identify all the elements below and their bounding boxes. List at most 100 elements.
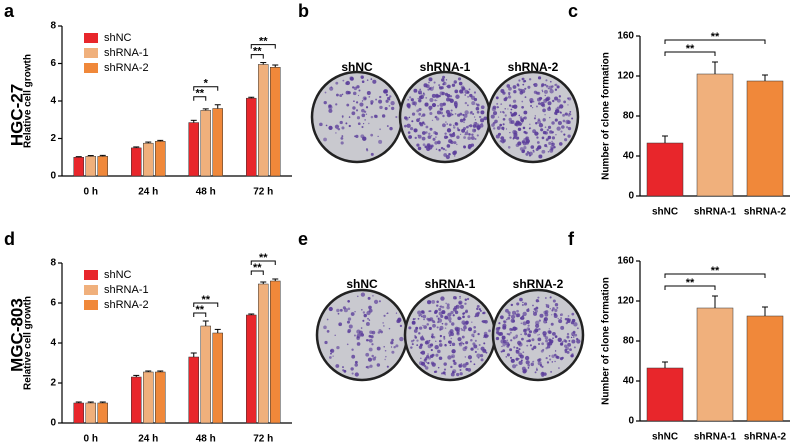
colony (443, 362, 447, 366)
colony (379, 128, 381, 131)
significance-label: ** (259, 252, 268, 264)
colony (422, 324, 424, 327)
colony (319, 122, 323, 127)
colony (413, 128, 418, 133)
colony (512, 336, 516, 340)
bar (746, 80, 784, 197)
error-bar (260, 62, 267, 65)
colony (517, 127, 522, 132)
y-tick-label: 0 (628, 191, 634, 202)
colony (469, 360, 472, 363)
colony (454, 81, 457, 84)
colony (399, 336, 404, 342)
colony (522, 351, 525, 354)
colony (414, 336, 418, 339)
colony (495, 96, 499, 100)
bar (143, 371, 154, 424)
colony (446, 93, 451, 98)
colony (391, 106, 395, 111)
colony (515, 336, 518, 339)
colony (566, 335, 570, 339)
x-tick-label: 72 h (253, 434, 273, 445)
colony (443, 371, 446, 374)
colony (442, 75, 446, 79)
colony (478, 343, 481, 347)
colony (536, 146, 541, 150)
colony (337, 312, 340, 315)
colony (515, 364, 518, 367)
colony (548, 107, 551, 110)
colony (556, 109, 560, 113)
colony (497, 116, 500, 118)
bar (73, 402, 84, 424)
colony (547, 330, 552, 334)
colony (431, 333, 434, 336)
colony (519, 116, 523, 120)
colony (538, 154, 543, 159)
colony (559, 314, 562, 316)
colony (347, 299, 350, 303)
colony (513, 346, 516, 349)
y-tick-label: 80 (623, 111, 635, 122)
significance-label: ** (711, 265, 720, 277)
colony (488, 329, 491, 333)
colony (452, 307, 457, 312)
colony (386, 365, 389, 368)
colony (407, 99, 409, 101)
colony (435, 117, 440, 121)
colony (360, 75, 364, 79)
colony (431, 102, 437, 108)
colony (353, 86, 358, 91)
bar (246, 97, 257, 177)
y-tick-label: 160 (617, 31, 634, 42)
colony (464, 101, 468, 105)
colony (447, 355, 452, 360)
colony (357, 122, 361, 126)
y-tick-label: 40 (623, 376, 635, 387)
colony (438, 307, 442, 311)
bar (258, 283, 269, 424)
dish-label: shRNA-2 (513, 277, 564, 291)
colony (478, 308, 481, 311)
colony (467, 368, 472, 372)
colony (464, 94, 467, 96)
colony (463, 113, 468, 118)
colony (379, 95, 382, 99)
colony (525, 360, 530, 365)
colony (450, 109, 453, 112)
colony (507, 108, 509, 110)
colony (444, 322, 448, 326)
error-bar (762, 74, 768, 81)
colony (541, 89, 544, 92)
colony (463, 329, 466, 332)
colony (432, 86, 435, 88)
colony (538, 358, 542, 362)
colony (522, 301, 524, 304)
colony (360, 134, 365, 139)
colony (464, 89, 469, 95)
colony (421, 131, 426, 135)
colony (558, 95, 562, 98)
colony (431, 299, 436, 304)
colony (551, 142, 555, 147)
colony (446, 128, 452, 133)
colony (549, 358, 552, 361)
colony (520, 118, 524, 122)
colony (475, 106, 480, 111)
colony (336, 93, 339, 97)
colony (389, 126, 393, 131)
colony (555, 355, 559, 359)
colony (440, 314, 444, 318)
colony (509, 348, 513, 352)
colony (512, 137, 515, 140)
colony (351, 354, 356, 359)
legend-swatch (84, 33, 98, 43)
colony (449, 344, 452, 347)
colony (429, 111, 433, 116)
colony (556, 106, 560, 110)
colony (537, 76, 542, 80)
colony (406, 103, 411, 108)
colony (365, 352, 370, 357)
colony (566, 350, 570, 354)
colony (551, 121, 555, 125)
